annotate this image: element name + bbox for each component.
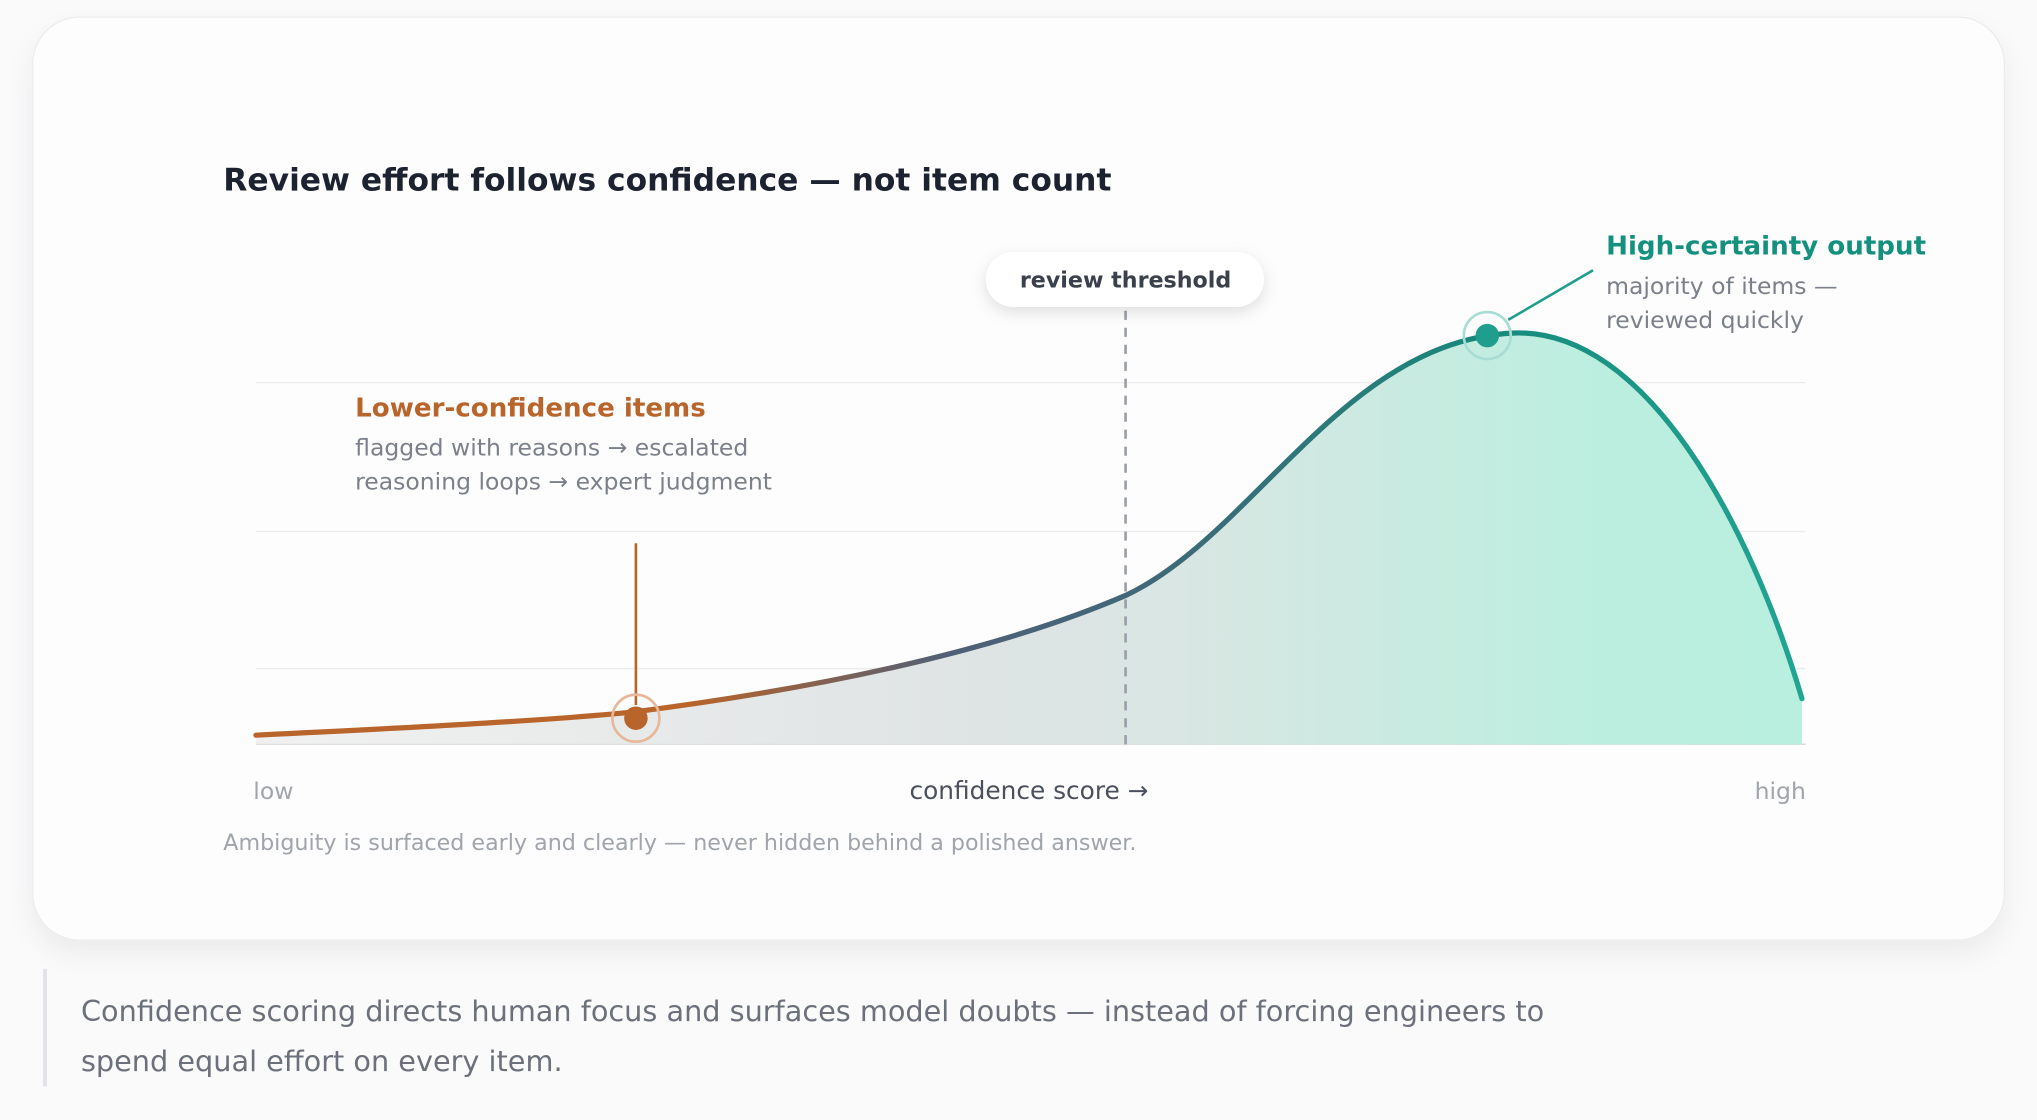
high-pointer [1507,269,1594,322]
area [255,332,1802,745]
low-title: Lower-confidence items [355,394,706,424]
low-dot [624,706,648,730]
quote-bar [43,968,48,1087]
axis-label: confidence score → [909,776,1148,805]
threshold-label: review threshold [1020,267,1231,293]
low-line: flagged with reasons → escalated [355,434,748,462]
caption-line: Confidence scoring directs human focus a… [81,994,1544,1028]
high-line: reviewed quickly [1606,306,1804,334]
low-line: reasoning loops → expert judgment [355,468,772,496]
caption-line: spend equal effort on every item. [81,1044,563,1078]
curve [253,330,1805,738]
chart-title: Review effort follows confidence — not i… [223,163,1111,199]
high-title: High-certainty output [1606,232,1926,262]
footnote: Ambiguity is surfaced early and clearly … [223,830,1136,856]
axis-low: low [253,777,293,805]
high-line: majority of items — [1606,272,1837,300]
axis-high: high [1755,777,1806,805]
high-dot [1475,323,1500,348]
high-halo [1462,310,1513,361]
threshold-pill [985,252,1264,307]
low-halo [611,693,661,744]
